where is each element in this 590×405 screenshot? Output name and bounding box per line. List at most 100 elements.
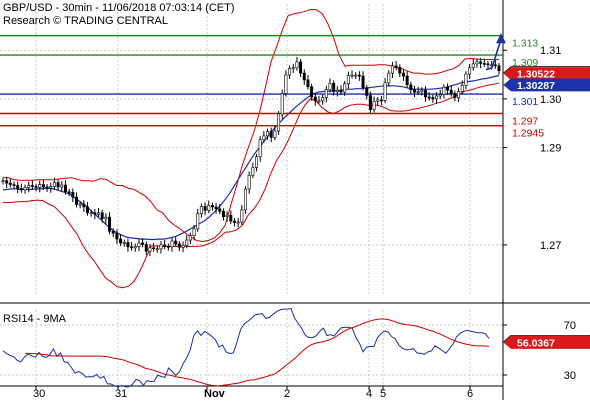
candle-body: [45, 186, 49, 189]
level-label: 1.301: [512, 96, 538, 108]
time-tick-label: 6: [467, 388, 473, 400]
price-tag: 1.30287: [517, 80, 555, 92]
candle-body: [387, 72, 391, 84]
candle-body: [71, 192, 75, 198]
candle-body: [1, 180, 5, 182]
candle-body: [141, 242, 145, 245]
candle-body: [240, 209, 244, 223]
candle-body: [354, 74, 358, 77]
candle-body: [218, 208, 222, 212]
time-tick-label: 2: [284, 388, 290, 400]
candle-body: [148, 247, 152, 252]
bollinger-upper-line: [2, 8, 499, 243]
level-label: 1.309: [512, 57, 538, 69]
candle-body: [119, 238, 123, 244]
candle-body: [181, 245, 185, 248]
candle-body: [12, 184, 16, 186]
candle-body: [299, 61, 303, 74]
candle-body: [343, 83, 347, 93]
candle-body: [288, 67, 292, 76]
candle-body: [34, 186, 38, 188]
bollinger-lower-line: [3, 82, 500, 289]
candle-body: [210, 205, 214, 208]
price-tick-label: 1.31: [540, 45, 561, 57]
target-arrow-shaft: [491, 38, 502, 68]
candle-body: [453, 93, 457, 98]
candle-body: [379, 99, 383, 102]
candle-body: [159, 244, 163, 250]
candle-body: [163, 244, 167, 247]
level-label: 1.313: [512, 38, 538, 50]
candle-body: [295, 61, 299, 69]
candle-body: [16, 185, 20, 189]
candle-body: [78, 203, 82, 206]
candle-body: [49, 186, 53, 189]
target-arrow-base: [485, 66, 493, 71]
candle-body: [412, 89, 416, 93]
candle-body: [86, 206, 90, 214]
candle-body: [122, 242, 126, 244]
candle-body: [27, 185, 31, 188]
rsi-title: RSI14 - 9MA: [3, 313, 66, 325]
candle-body: [431, 97, 435, 100]
candle-body: [401, 72, 405, 77]
candle-body: [460, 84, 464, 92]
candle-body: [63, 184, 67, 193]
candle-body: [468, 67, 472, 75]
candle-body: [74, 196, 78, 205]
candle-body: [192, 228, 196, 236]
candle-body: [221, 211, 225, 217]
candle-body: [247, 175, 251, 190]
candle-body: [177, 243, 181, 248]
candle-body: [251, 167, 255, 176]
candle-body: [405, 75, 409, 86]
candle-body: [280, 93, 284, 115]
candle-body: [482, 63, 486, 65]
candle-body: [100, 212, 104, 219]
level-label: 1.297: [512, 116, 538, 128]
moving-average-line: [2, 74, 500, 241]
candle-body: [317, 100, 321, 103]
candle-body: [111, 230, 115, 234]
candle-body: [471, 63, 475, 69]
price-tag-bg: [503, 67, 590, 80]
candle-body: [196, 213, 200, 230]
candle-body: [306, 79, 310, 88]
price-tick-label: 1.30: [540, 94, 561, 106]
rsi-signal-line: [24, 318, 490, 387]
candle-body: [23, 187, 27, 191]
candle-body: [236, 221, 240, 224]
candle-body: [277, 113, 281, 132]
candle-body: [67, 191, 71, 194]
candle-body: [321, 97, 325, 102]
candle-body: [225, 214, 229, 217]
candle-body: [291, 67, 295, 70]
candle-body: [203, 206, 207, 211]
candle-body: [416, 91, 420, 93]
candle-body: [361, 75, 365, 89]
candle-body: [152, 247, 156, 250]
candle-body: [427, 96, 431, 99]
candle-body: [89, 212, 93, 215]
candle-body: [493, 64, 497, 67]
candle-body: [339, 89, 343, 93]
candle-body: [365, 87, 369, 96]
candle-body: [486, 63, 490, 66]
candle-body: [258, 139, 262, 158]
chart-title: GBP/USD - 30min - 11/06/2018 07:03:14 (C…: [3, 2, 235, 14]
time-tick-label: Nov: [204, 388, 226, 400]
candle-body: [335, 89, 339, 92]
candle-body: [97, 212, 101, 215]
candle-body: [130, 246, 134, 249]
candle-body: [446, 86, 450, 91]
candle-body: [170, 240, 174, 248]
candle-body: [390, 65, 394, 74]
candle-body: [199, 206, 203, 215]
candle-body: [93, 212, 97, 215]
candle-body: [420, 89, 424, 92]
candle-body: [108, 216, 112, 232]
candle-body: [269, 131, 273, 138]
candle-body: [166, 246, 170, 248]
